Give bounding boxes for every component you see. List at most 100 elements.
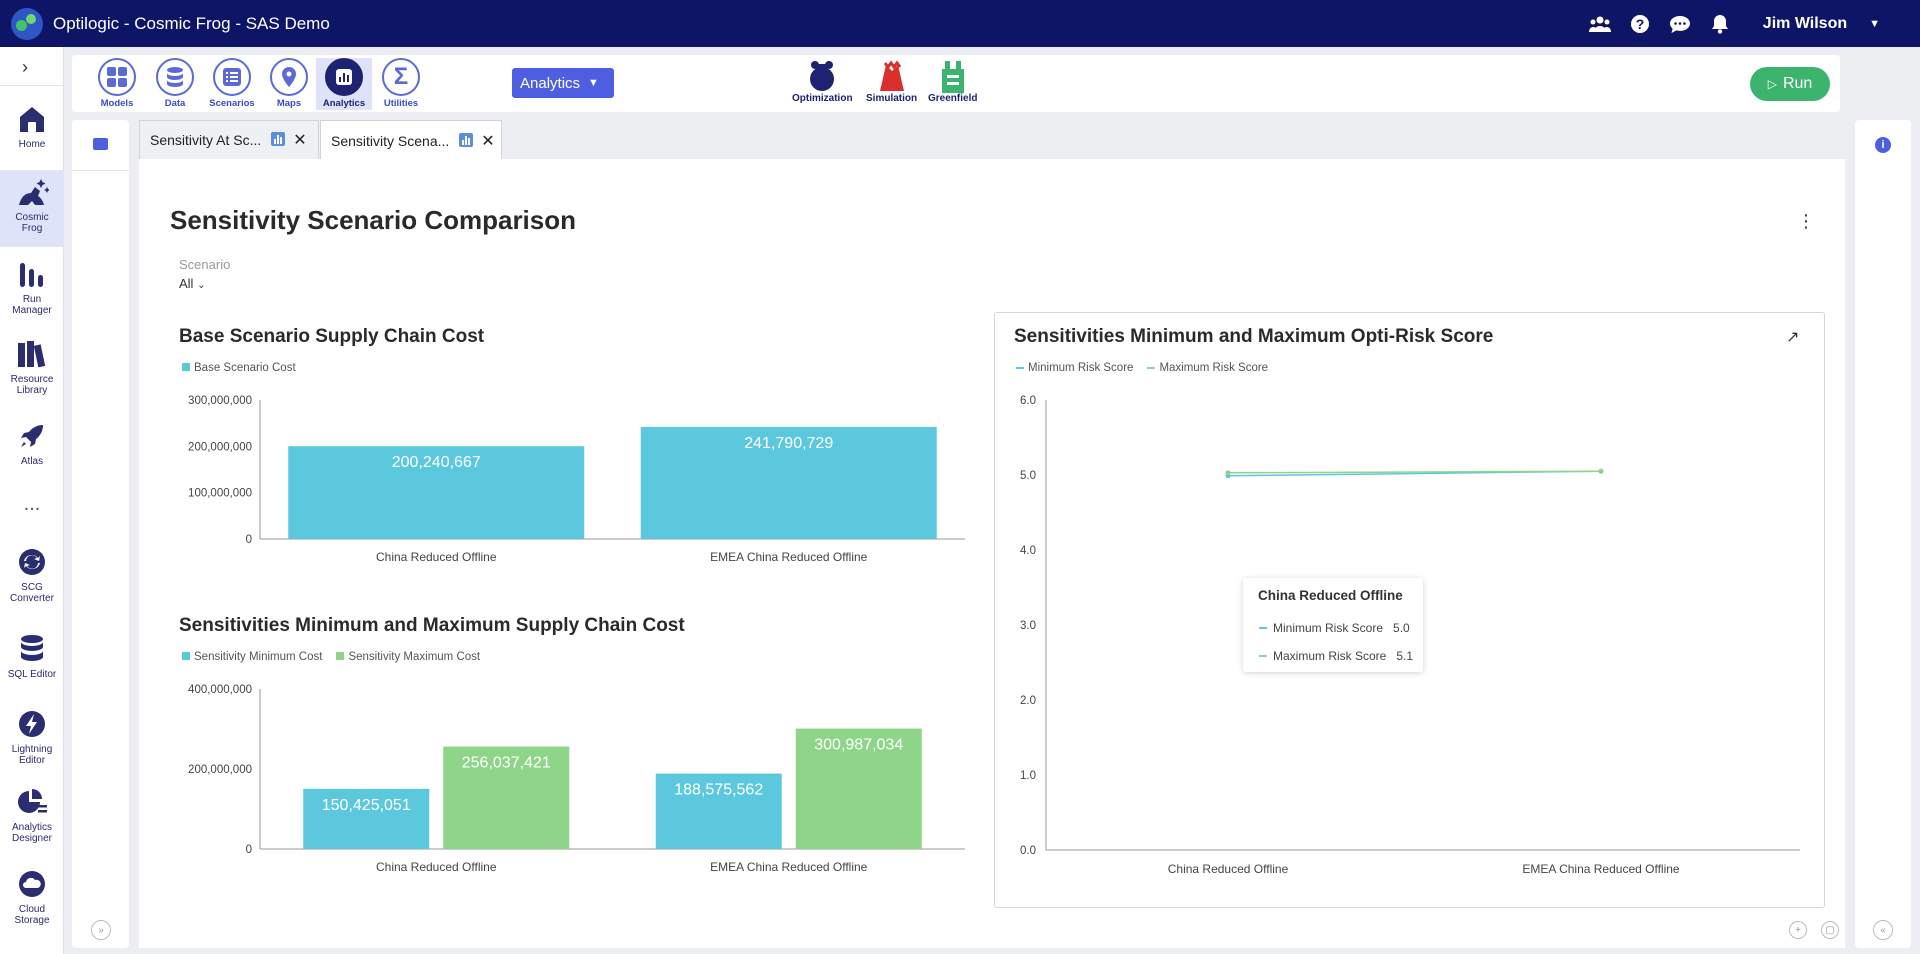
nav-home[interactable]: Home (0, 102, 64, 150)
nav-resource-library[interactable]: Resource Library (0, 337, 64, 396)
data-button[interactable]: Data (152, 58, 198, 110)
nav-more[interactable]: ... (23, 493, 41, 515)
analytics-dropdown[interactable]: Analytics ▼ (512, 68, 614, 98)
expand-chart-icon[interactable]: ↗ (1786, 329, 1800, 346)
bar (655, 773, 782, 849)
frog-icon (15, 175, 49, 209)
greenfield-mode[interactable]: Greenfield (928, 59, 977, 104)
close-tab-icon[interactable]: ✕ (481, 133, 495, 150)
optimization-mode[interactable]: Optimization (792, 59, 853, 104)
chart-tab-icon (271, 131, 286, 149)
y-tick-label: 0 (246, 534, 252, 546)
nav-cloud-storage[interactable]: Cloud Storage (0, 867, 64, 926)
legend-item[interactable]: Minimum Risk Score (1016, 362, 1133, 374)
bar (640, 426, 937, 539)
close-tab-icon[interactable]: ✕ (293, 132, 307, 149)
y-tick-label: 100,000,000 (188, 488, 252, 500)
chat-icon[interactable] (1669, 13, 1691, 35)
simulation-mode[interactable]: Simulation (866, 59, 917, 104)
tooltip-row: Minimum Risk Score 5.0 (1259, 621, 1410, 635)
y-tick-label: 200,000,000 (188, 441, 252, 453)
top-bar: Optilogic - Cosmic Frog - SAS Demo ? Jim… (0, 0, 1920, 47)
optimization-icon (810, 61, 835, 91)
collapse-panel-icon[interactable]: « (1873, 920, 1893, 940)
nav-scg-converter[interactable]: SCG Converter (0, 545, 64, 604)
help-icon[interactable]: ? (1629, 13, 1651, 35)
chart1-title: Base Scenario Supply Chain Cost (179, 326, 485, 347)
map-pin-icon (270, 58, 308, 96)
page-title: Sensitivity Scenario Comparison (170, 205, 577, 235)
run-button[interactable]: ▷ Run (1750, 67, 1830, 101)
series-line (1227, 470, 1602, 474)
utilities-button[interactable]: Σ Utilities (378, 58, 424, 110)
nav-sql-editor[interactable]: SQL Editor (0, 632, 64, 680)
models-button[interactable]: Models (94, 58, 140, 110)
chart2-legend: Sensitivity Minimum Cost Sensitivity Max… (182, 651, 480, 663)
maps-button[interactable]: Maps (266, 58, 312, 110)
nav-cosmic-frog[interactable]: Cosmic Frog (0, 170, 64, 247)
y-tick-label: 400,000,000 (188, 684, 252, 696)
sigma-icon: Σ (382, 58, 420, 96)
nav-atlas[interactable]: Atlas (0, 419, 64, 467)
bar (303, 788, 430, 849)
tooltip-row: Maximum Risk Score 5.1 (1259, 649, 1413, 663)
analytics-designer-icon (15, 785, 49, 819)
data-point (1225, 470, 1231, 476)
risk-score-line-chart: 6.0 5.0 4.0 3.0 2.0 1.0 0.0 China Reduced Offli… (1020, 395, 1800, 876)
tab-sensitivity-at-scenario[interactable]: Sensitivity At Sc... ✕ (139, 120, 319, 159)
bar-value-label: 150,425,051 (322, 797, 411, 814)
users-icon[interactable] (1588, 13, 1611, 35)
run-manager-icon (15, 257, 49, 291)
bar-value-label: 256,037,421 (462, 755, 551, 772)
y-tick-label: 6.0 (1020, 395, 1036, 407)
nav-run-manager[interactable]: Run Manager (0, 257, 64, 316)
scenario-filter-label: Scenario (179, 257, 231, 272)
scenarios-button[interactable]: Scenarios (209, 58, 255, 110)
layout-icon[interactable]: ▢ (1821, 921, 1839, 939)
rocket-icon (15, 419, 49, 453)
x-tick-label: China Reduced Offline (376, 550, 497, 564)
legend-item[interactable]: Maximum Risk Score (1147, 362, 1268, 374)
refresh-icon (15, 545, 49, 579)
y-tick-label: 4.0 (1020, 545, 1036, 557)
legend-item[interactable]: Sensitivity Minimum Cost (182, 651, 322, 663)
y-tick-label: 3.0 (1020, 620, 1036, 632)
nav-analytics-designer[interactable]: Analytics Designer (0, 785, 64, 844)
nav-lightning-editor[interactable]: Lightning Editor (0, 707, 64, 766)
legend-item[interactable]: Base Scenario Cost (182, 362, 296, 374)
bell-icon[interactable] (1709, 13, 1731, 35)
y-tick-label: 200,000,000 (188, 764, 252, 776)
greenfield-icon (941, 61, 964, 93)
bar (443, 746, 570, 849)
risk-score-panel (994, 312, 1825, 908)
bar-value-label: 188,575,562 (674, 782, 763, 799)
x-tick-label: EMEA China Reduced Offline (710, 550, 868, 564)
bar-value-label: 300,987,034 (814, 737, 903, 754)
home-icon (15, 102, 49, 136)
x-tick-label: EMEA China Reduced Offline (710, 860, 868, 874)
info-icon[interactable]: i (1875, 137, 1891, 153)
cloud-icon (15, 867, 49, 901)
optilogic-logo-icon[interactable] (11, 7, 43, 40)
user-menu-chevron-icon[interactable]: ▼ (1869, 17, 1880, 30)
expand-panel-icon[interactable]: » (91, 920, 111, 940)
add-widget-icon[interactable]: + (1789, 921, 1807, 939)
y-tick-label: 0.0 (1020, 845, 1036, 857)
y-tick-label: 2.0 (1020, 695, 1036, 707)
chart2-title: Sensitivities Minimum and Maximum Supply… (179, 615, 685, 636)
analytics-button[interactable]: Analytics (316, 58, 372, 110)
base-cost-bar-chart: 300,000,000 200,000,000 100,000,000 0 China … (188, 395, 965, 564)
scenario-filter-select[interactable]: All ⌄ (179, 276, 206, 291)
chart-tooltip: China Reduced Offline Minimum Risk Score… (1243, 578, 1423, 672)
expand-nav-chevron-icon[interactable]: › (22, 57, 28, 77)
legend-item[interactable]: Sensitivity Maximum Cost (336, 651, 480, 663)
tab-sensitivity-scenario-comparison[interactable]: Sensitivity Scena... ✕ (320, 120, 502, 161)
y-tick-label: 300,000,000 (188, 395, 252, 407)
more-options-icon[interactable]: ⋮ (1797, 211, 1815, 231)
svg-text:?: ? (1636, 16, 1645, 32)
chevron-down-icon: ⌄ (197, 280, 206, 291)
dashboard-panel-icon[interactable] (93, 138, 108, 150)
y-tick-label: 1.0 (1020, 770, 1036, 782)
user-name[interactable]: Jim Wilson (1762, 14, 1848, 32)
chevron-down-icon: ▼ (588, 77, 599, 89)
